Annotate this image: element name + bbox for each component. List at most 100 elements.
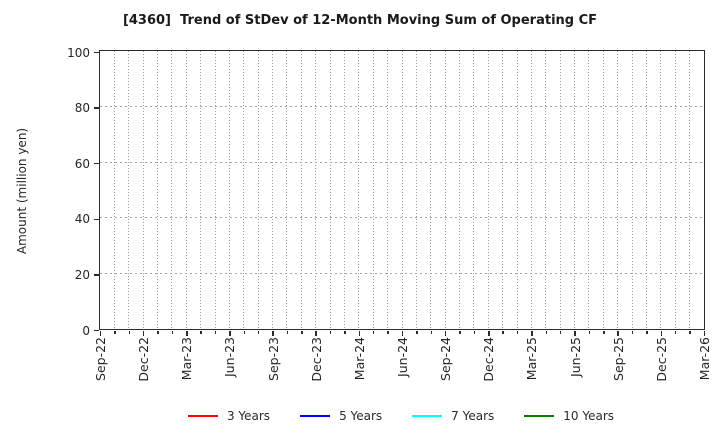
gridline-vertical — [257, 51, 259, 329]
legend-line-icon — [524, 414, 555, 418]
x-tick — [329, 331, 332, 334]
x-tick — [574, 331, 576, 336]
gridline-vertical — [617, 51, 619, 329]
gridline-horizontal — [100, 106, 704, 108]
gridline-vertical — [530, 51, 532, 329]
gridline-vertical — [343, 51, 345, 329]
legend-label: 3 Years — [226, 409, 271, 423]
x-tick — [531, 331, 533, 336]
gridline-vertical — [674, 51, 676, 329]
gridline-vertical — [559, 51, 561, 329]
x-tick-label: Dec-25 — [653, 337, 669, 382]
x-tick — [603, 331, 605, 334]
gridline-vertical — [660, 51, 662, 329]
gridline-vertical — [329, 51, 331, 329]
gridline-vertical — [272, 51, 274, 329]
gridline-vertical — [430, 51, 432, 329]
gridline-vertical — [588, 51, 590, 329]
x-tick — [660, 331, 663, 336]
x-tick — [416, 331, 418, 334]
y-tick-label: 60 — [74, 156, 90, 171]
gridline-vertical — [645, 51, 647, 329]
gridline-vertical — [113, 51, 115, 329]
gridline-vertical — [358, 51, 360, 329]
gridline-vertical — [602, 51, 604, 329]
gridline-vertical — [185, 51, 187, 329]
x-tick — [99, 331, 102, 336]
legend-label: 7 Years — [451, 409, 495, 423]
x-tick-label: Mar-25 — [524, 337, 540, 381]
x-tick-label: Dec-23 — [308, 337, 324, 382]
x-tick — [545, 331, 548, 334]
plot-area — [99, 50, 705, 330]
gridline-vertical — [315, 51, 317, 329]
x-tick — [372, 331, 375, 334]
y-tick — [94, 329, 99, 332]
legend-label: 5 Years — [339, 409, 383, 423]
x-tick-label: Sep-24 — [438, 337, 454, 381]
x-tick-label: Dec-22 — [136, 337, 152, 382]
gridline-horizontal — [100, 272, 704, 274]
x-tick — [502, 331, 504, 334]
x-tick — [243, 331, 246, 334]
x-tick — [631, 331, 634, 334]
y-tick-label: 40 — [74, 212, 90, 227]
gridline-vertical — [502, 51, 504, 329]
x-tick — [272, 331, 274, 336]
x-tick — [214, 331, 217, 334]
x-tick — [157, 331, 159, 334]
x-tick-label: Mar-24 — [351, 337, 367, 381]
gridline-horizontal — [100, 217, 704, 219]
gridline-vertical — [171, 51, 173, 329]
y-tick-label: 0 — [82, 323, 90, 338]
x-tick — [344, 331, 346, 334]
x-tick — [257, 331, 260, 334]
x-tick — [646, 331, 648, 334]
x-tick — [387, 331, 389, 334]
legend-item: 3 Years — [187, 409, 271, 423]
y-tick — [94, 162, 99, 165]
gridline-vertical — [574, 51, 576, 329]
y-tick-label: 100 — [67, 45, 90, 60]
gridline-vertical — [157, 51, 159, 329]
x-tick-label: Jun-25 — [567, 337, 583, 377]
x-tick — [674, 331, 677, 334]
x-tick-label: Sep-22 — [93, 337, 108, 381]
gridline-vertical — [459, 51, 461, 329]
y-tick — [94, 218, 99, 221]
gridline-vertical — [473, 51, 475, 329]
x-tick — [488, 331, 490, 336]
gridline-vertical — [228, 51, 230, 329]
x-tick — [229, 331, 231, 336]
x-tick — [430, 331, 432, 334]
x-tick-label: Mar-23 — [179, 337, 195, 381]
legend-item: 7 Years — [412, 409, 494, 423]
x-tick — [516, 331, 519, 334]
x-tick — [358, 331, 361, 336]
x-tick — [401, 331, 404, 336]
y-tick-label: 80 — [74, 101, 90, 116]
gridline-vertical — [214, 51, 216, 329]
x-tick — [171, 331, 174, 334]
x-tick-label: Jun-23 — [222, 337, 238, 377]
gridline-vertical — [487, 51, 489, 329]
x-tick-label: Mar-26 — [697, 337, 712, 381]
chart-title: [4360] Trend of StDev of 12-Month Moving… — [122, 13, 598, 28]
x-tick-label: Sep-23 — [265, 337, 281, 381]
gridline-vertical — [444, 51, 446, 329]
gridline-vertical — [689, 51, 691, 329]
x-tick — [703, 331, 706, 336]
gridline-horizontal — [100, 161, 704, 163]
legend-line-icon — [187, 414, 218, 418]
gridline-vertical — [286, 51, 288, 329]
y-tick — [94, 274, 99, 276]
x-tick — [459, 331, 461, 334]
legend-label: 10 Years — [563, 409, 615, 423]
gridline-vertical — [631, 51, 633, 329]
x-tick — [617, 331, 619, 336]
gridline-vertical — [415, 51, 417, 329]
x-tick — [200, 331, 202, 334]
x-tick — [473, 331, 476, 334]
x-tick — [301, 331, 303, 334]
